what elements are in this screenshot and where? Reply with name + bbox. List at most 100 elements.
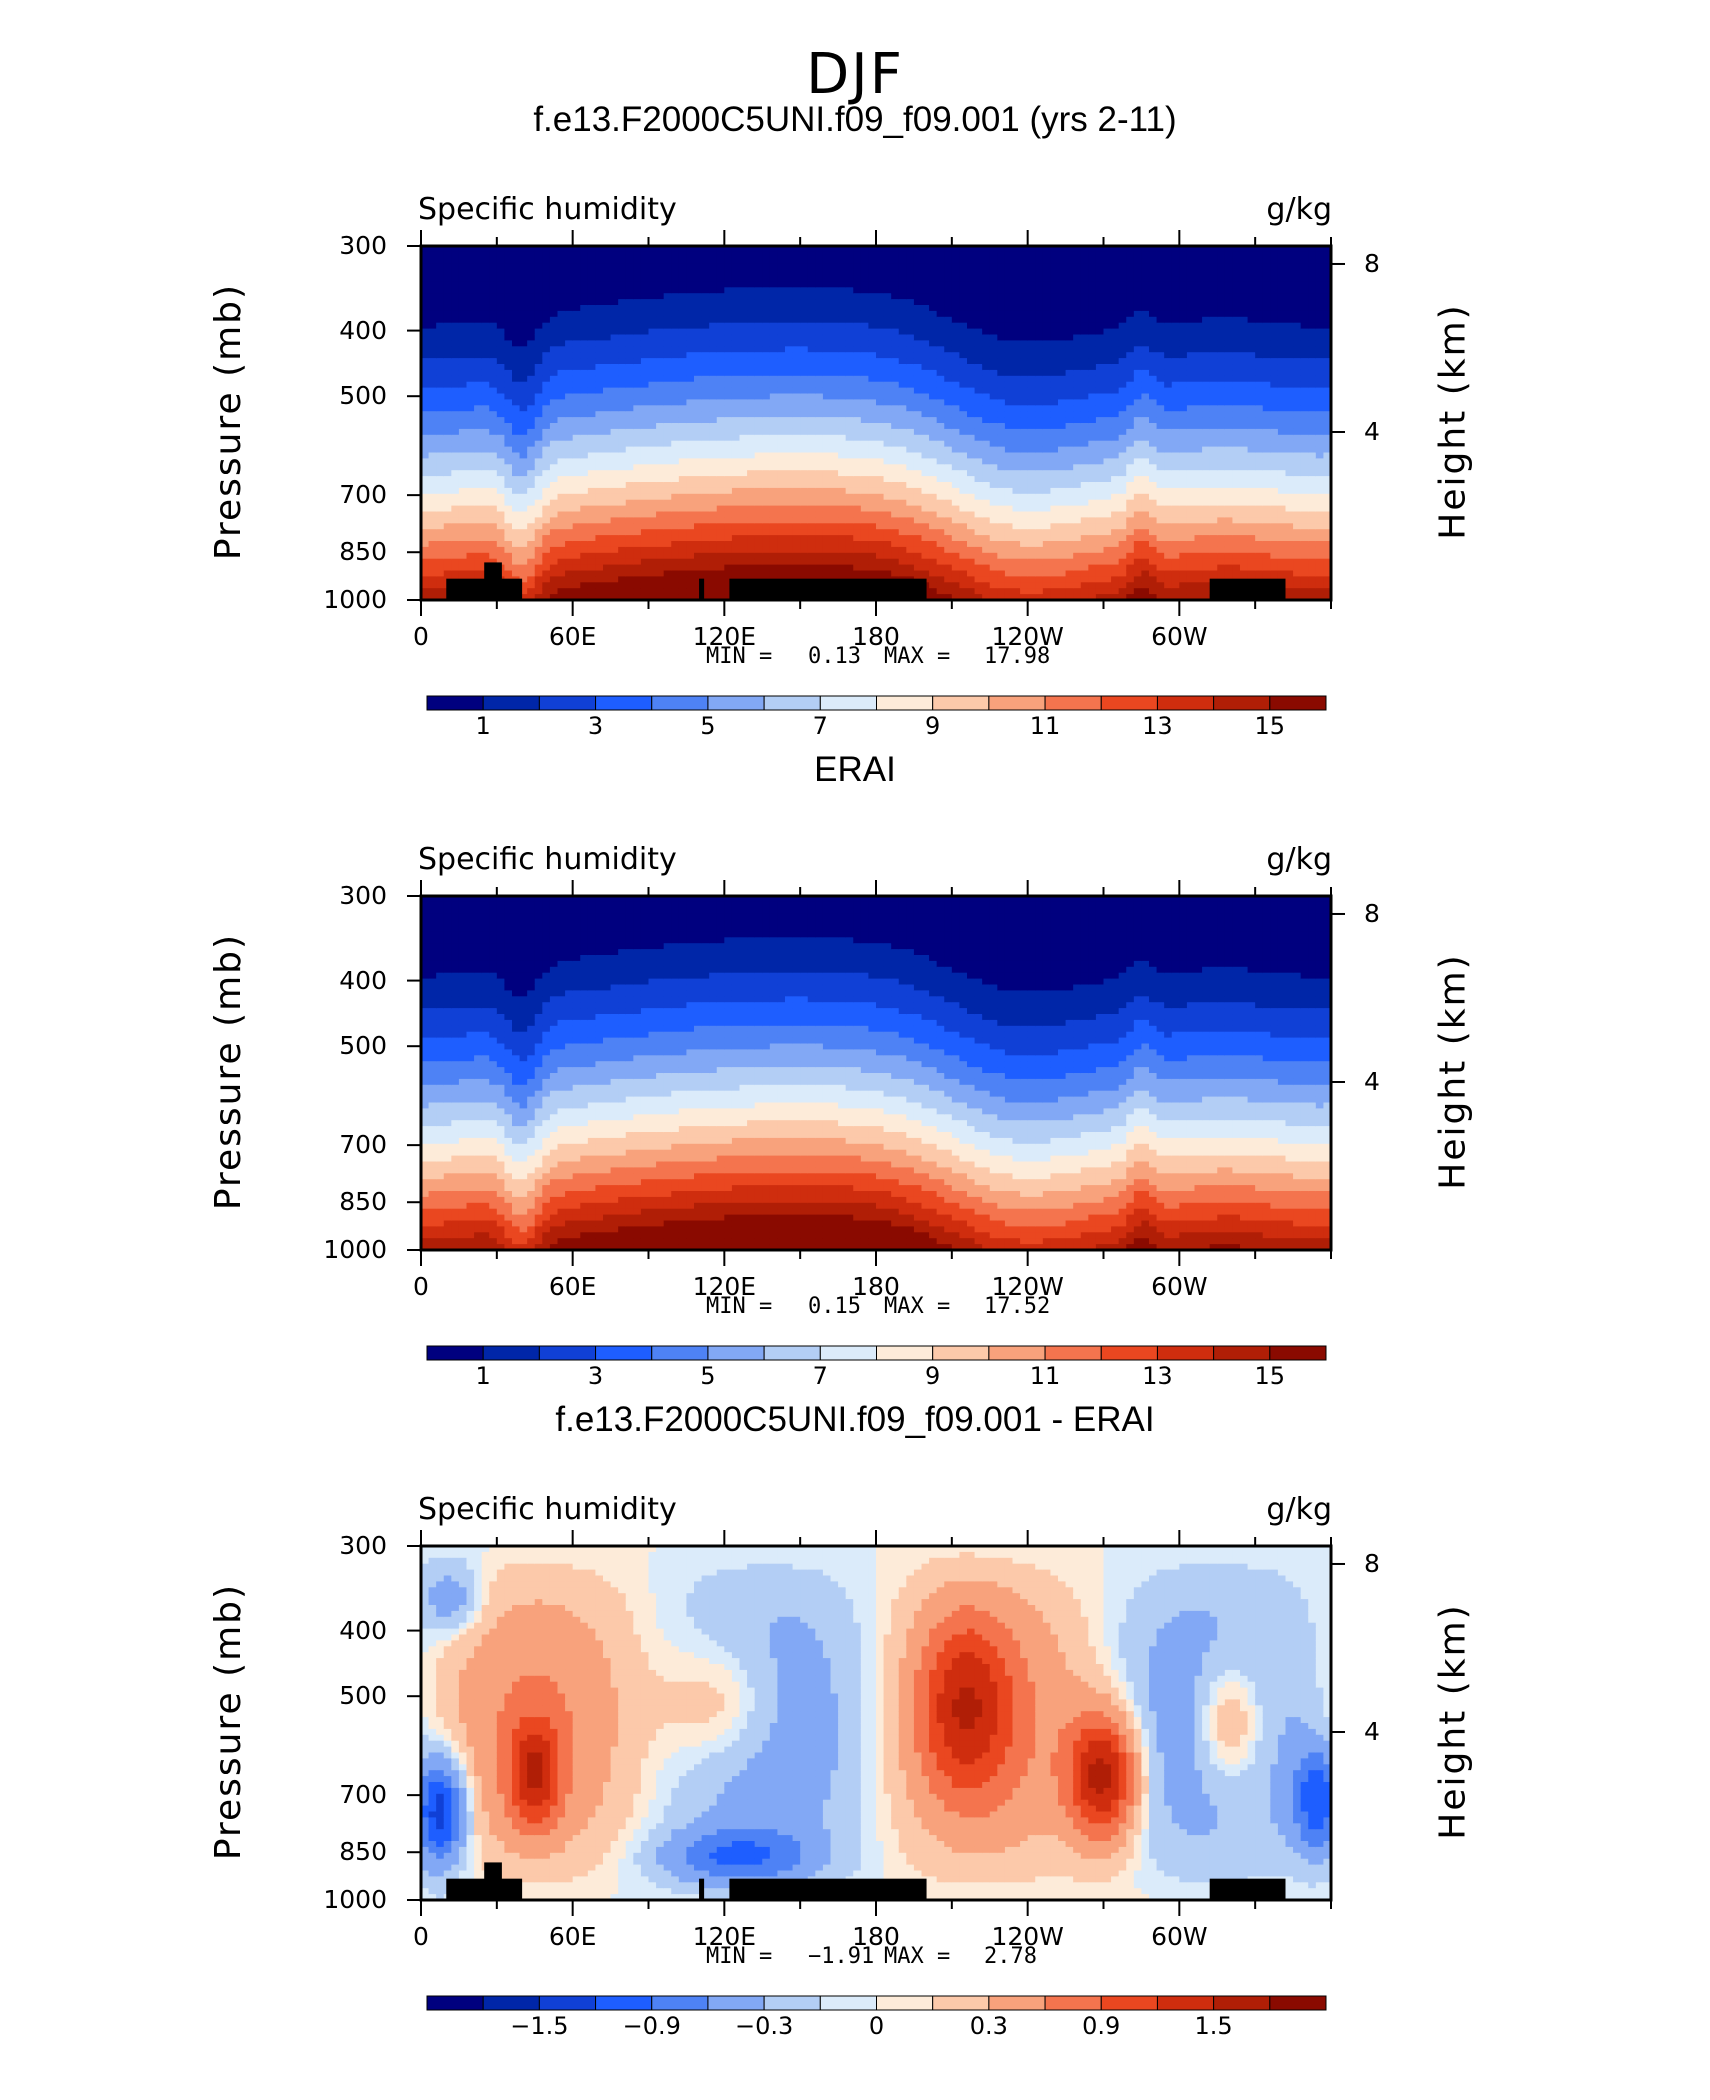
contour-cell [1020, 405, 1029, 412]
contour-cell [443, 417, 452, 424]
contour-cell [807, 393, 816, 400]
contour-cell [656, 535, 665, 542]
contour-cell [603, 257, 612, 265]
contour-cell [747, 387, 756, 395]
contour-cell [724, 346, 733, 353]
contour-cell [921, 257, 930, 265]
contour-cell [534, 310, 543, 318]
contour-cell [883, 358, 892, 365]
contour-cell [549, 440, 559, 448]
contour-cell [587, 334, 597, 341]
contour-cell [739, 541, 748, 548]
contour-cell [951, 293, 961, 300]
contour-cell [929, 558, 938, 566]
contour-cell [785, 369, 794, 377]
contour-cell [549, 393, 559, 400]
contour-cell [474, 487, 483, 495]
contour-cell [906, 293, 915, 300]
contour-cell [458, 305, 468, 312]
contour-cell [830, 358, 839, 365]
contour-cell [436, 546, 445, 554]
contour-cell [603, 358, 612, 365]
contour-cell [739, 387, 748, 395]
contour-cell [1012, 322, 1021, 330]
contour-cell [603, 328, 612, 336]
contour-cell [534, 364, 543, 371]
contour-cell [610, 546, 619, 554]
contour-cell [982, 352, 991, 359]
contour-cell [724, 399, 733, 406]
contour-cell [451, 369, 460, 377]
contour-cell [587, 263, 597, 271]
contour-cell [512, 393, 521, 400]
contour-cell [716, 570, 725, 577]
contour-cell [716, 505, 725, 513]
contour-cell [428, 251, 437, 259]
contour-cell [474, 369, 483, 377]
contour-cell [944, 464, 953, 471]
contour-cell [686, 529, 695, 536]
contour-cell [997, 340, 1006, 347]
contour-cell [731, 493, 741, 501]
contour-cell [663, 257, 672, 265]
contour-cell [876, 287, 885, 294]
contour-cell [716, 375, 725, 383]
contour-cell [807, 452, 816, 459]
contour-cell [959, 576, 968, 583]
contour-cell [580, 434, 589, 442]
contour-cell [891, 482, 900, 489]
contour-cell [580, 293, 589, 300]
contour-cell [868, 499, 877, 507]
contour-cell [792, 529, 801, 536]
contour-cell [557, 322, 566, 330]
contour-cell [656, 417, 665, 424]
contour-cell [603, 564, 612, 572]
contour-cell [587, 364, 597, 371]
contour-cell [860, 423, 870, 430]
contour-cell [572, 275, 581, 282]
contour-cell [625, 570, 634, 577]
contour-cell [997, 487, 1006, 495]
contour-cell [489, 552, 498, 560]
contour-cell [769, 523, 779, 530]
contour-cell [1012, 588, 1021, 595]
contour-cell [769, 417, 779, 424]
contour-cell [747, 558, 756, 566]
contour-cell [709, 393, 718, 400]
contour-cell [610, 375, 619, 383]
contour-cell [936, 487, 945, 495]
contour-cell [838, 387, 847, 395]
contour-cell [785, 452, 794, 459]
contour-cell [982, 434, 991, 442]
contour-cell [906, 417, 915, 424]
contour-cell [716, 476, 725, 483]
contour-cell [967, 570, 976, 577]
contour-cell [671, 570, 680, 577]
contour-cell [769, 257, 779, 265]
contour-cell [572, 299, 581, 306]
contour-cell [1012, 499, 1021, 507]
contour-cell [785, 405, 794, 412]
contour-cell [549, 523, 559, 530]
contour-cell [580, 452, 589, 459]
contour-cell [989, 517, 998, 524]
contour-cell [815, 352, 824, 359]
contour-cell [421, 423, 430, 430]
contour-cell [633, 535, 642, 542]
contour-cell [792, 322, 801, 330]
contour-cell [1012, 369, 1021, 377]
contour-cell [633, 358, 642, 365]
contour-cell [830, 293, 839, 300]
contour-cell [967, 482, 976, 489]
contour-cell [709, 582, 718, 589]
contour-cell [921, 387, 930, 395]
contour-cell [633, 328, 642, 336]
contour-cell [701, 423, 710, 430]
contour-cell [913, 399, 923, 406]
contour-cell [451, 564, 460, 572]
contour-cell [921, 375, 930, 383]
contour-cell [777, 529, 786, 536]
contour-cell [959, 393, 968, 400]
contour-cell [830, 505, 839, 513]
contour-cell [762, 364, 771, 371]
